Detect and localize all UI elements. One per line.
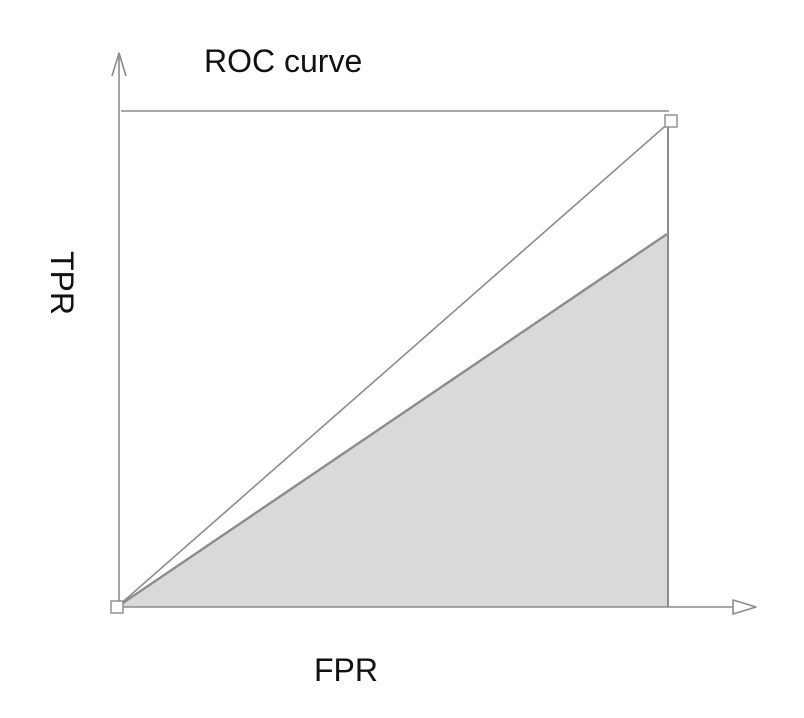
y-axis-label: TPR	[44, 251, 80, 315]
y-axis-arrow-icon	[111, 52, 127, 77]
diagonal-line	[116, 120, 672, 608]
top-right-marker	[664, 114, 678, 128]
roc-curve-segment	[116, 233, 668, 608]
chart-title: ROC curve	[204, 43, 362, 79]
x-axis-arrow-icon	[732, 599, 757, 615]
origin-marker	[110, 600, 124, 614]
x-axis-label: FPR	[314, 652, 378, 688]
